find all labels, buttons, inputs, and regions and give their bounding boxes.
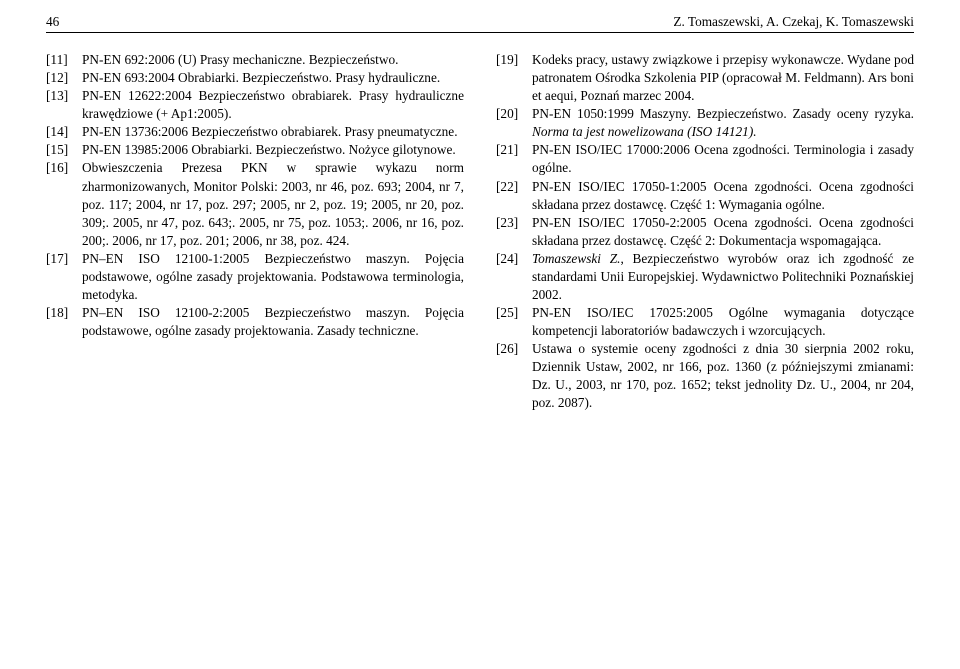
reference-text: PN-EN ISO/IEC 17050-2:2005 Ocena zgodnoś… (532, 214, 914, 250)
reference-item: [14] PN-EN 13736:2006 Bezpieczeństwo obr… (46, 123, 464, 141)
reference-number: [17] (46, 250, 82, 304)
reference-number: [21] (496, 141, 532, 177)
reference-text: PN-EN ISO/IEC 17000:2006 Ocena zgodności… (532, 141, 914, 177)
reference-item: [21] PN-EN ISO/IEC 17000:2006 Ocena zgod… (496, 141, 914, 177)
reference-number: [23] (496, 214, 532, 250)
reference-number: [24] (496, 250, 532, 304)
reference-item: [20] PN-EN 1050:1999 Maszyny. Bezpieczeń… (496, 105, 914, 141)
reference-number: [15] (46, 141, 82, 159)
reference-text: Tomaszewski Z., Bezpieczeństwo wyrobów o… (532, 250, 914, 304)
reference-number: [20] (496, 105, 532, 141)
reference-text: Ustawa o systemie oceny zgodności z dnia… (532, 340, 914, 412)
reference-number: [14] (46, 123, 82, 141)
header-authors: Z. Tomaszewski, A. Czekaj, K. Tomaszewsk… (673, 14, 914, 30)
reference-text: PN-EN 13736:2006 Bezpieczeństwo obrabiar… (82, 123, 464, 141)
reference-item: [25] PN-EN ISO/IEC 17025:2005 Ogólne wym… (496, 304, 914, 340)
reference-text: PN-EN 13985:2006 Obrabiarki. Bezpieczeńs… (82, 141, 464, 159)
reference-text: PN-EN ISO/IEC 17050-1:2005 Ocena zgodnoś… (532, 178, 914, 214)
reference-text: PN-EN 12622:2004 Bezpieczeństwo obrabiar… (82, 87, 464, 123)
page: 46 Z. Tomaszewski, A. Czekaj, K. Tomasze… (0, 0, 960, 423)
reference-text-italic: Norma ta jest nowelizowana (ISO 14121). (532, 124, 757, 139)
running-header: 46 Z. Tomaszewski, A. Czekaj, K. Tomasze… (46, 14, 914, 33)
reference-number: [19] (496, 51, 532, 105)
reference-item: [18] PN–EN ISO 12100-2:2005 Bezpieczeńst… (46, 304, 464, 340)
reference-text: Kodeks pracy, ustawy związkowe i przepis… (532, 51, 914, 105)
reference-number: [22] (496, 178, 532, 214)
reference-text: PN-EN 1050:1999 Maszyny. Bezpieczeństwo.… (532, 105, 914, 141)
reference-item: [23] PN-EN ISO/IEC 17050-2:2005 Ocena zg… (496, 214, 914, 250)
reference-author-italic: Tomaszewski Z. (532, 251, 620, 266)
reference-item: [19] Kodeks pracy, ustawy związkowe i pr… (496, 51, 914, 105)
reference-text: PN–EN ISO 12100-1:2005 Bezpieczeństwo ma… (82, 250, 464, 304)
reference-item: [17] PN–EN ISO 12100-1:2005 Bezpieczeńst… (46, 250, 464, 304)
right-column: [19] Kodeks pracy, ustawy związkowe i pr… (496, 51, 914, 413)
reference-text: PN-EN ISO/IEC 17025:2005 Ogólne wymagani… (532, 304, 914, 340)
page-number: 46 (46, 14, 59, 30)
reference-item: [26] Ustawa o systemie oceny zgodności z… (496, 340, 914, 412)
reference-item: [12] PN-EN 693:2004 Obrabiarki. Bezpiecz… (46, 69, 464, 87)
reference-text: PN-EN 693:2004 Obrabiarki. Bezpieczeństw… (82, 69, 464, 87)
two-column-layout: [11] PN-EN 692:2006 (U) Prasy mechaniczn… (46, 51, 914, 413)
left-column: [11] PN-EN 692:2006 (U) Prasy mechaniczn… (46, 51, 464, 413)
reference-item: [13] PN-EN 12622:2004 Bezpieczeństwo obr… (46, 87, 464, 123)
reference-number: [25] (496, 304, 532, 340)
reference-number: [12] (46, 69, 82, 87)
reference-number: [13] (46, 87, 82, 123)
reference-number: [11] (46, 51, 82, 69)
reference-item: [15] PN-EN 13985:2006 Obrabiarki. Bezpie… (46, 141, 464, 159)
reference-number: [26] (496, 340, 532, 412)
reference-item: [22] PN-EN ISO/IEC 17050-1:2005 Ocena zg… (496, 178, 914, 214)
reference-item: [24] Tomaszewski Z., Bezpieczeństwo wyro… (496, 250, 914, 304)
reference-text: PN–EN ISO 12100-2:2005 Bezpieczeństwo ma… (82, 304, 464, 340)
reference-item: [16] Obwieszczenia Prezesa PKN w sprawie… (46, 159, 464, 249)
reference-number: [16] (46, 159, 82, 249)
reference-text: PN-EN 692:2006 (U) Prasy mechaniczne. Be… (82, 51, 464, 69)
reference-item: [11] PN-EN 692:2006 (U) Prasy mechaniczn… (46, 51, 464, 69)
reference-text: Obwieszczenia Prezesa PKN w sprawie wyka… (82, 159, 464, 249)
reference-text-pre: PN-EN 1050:1999 Maszyny. Bezpieczeństwo.… (532, 106, 914, 121)
reference-number: [18] (46, 304, 82, 340)
